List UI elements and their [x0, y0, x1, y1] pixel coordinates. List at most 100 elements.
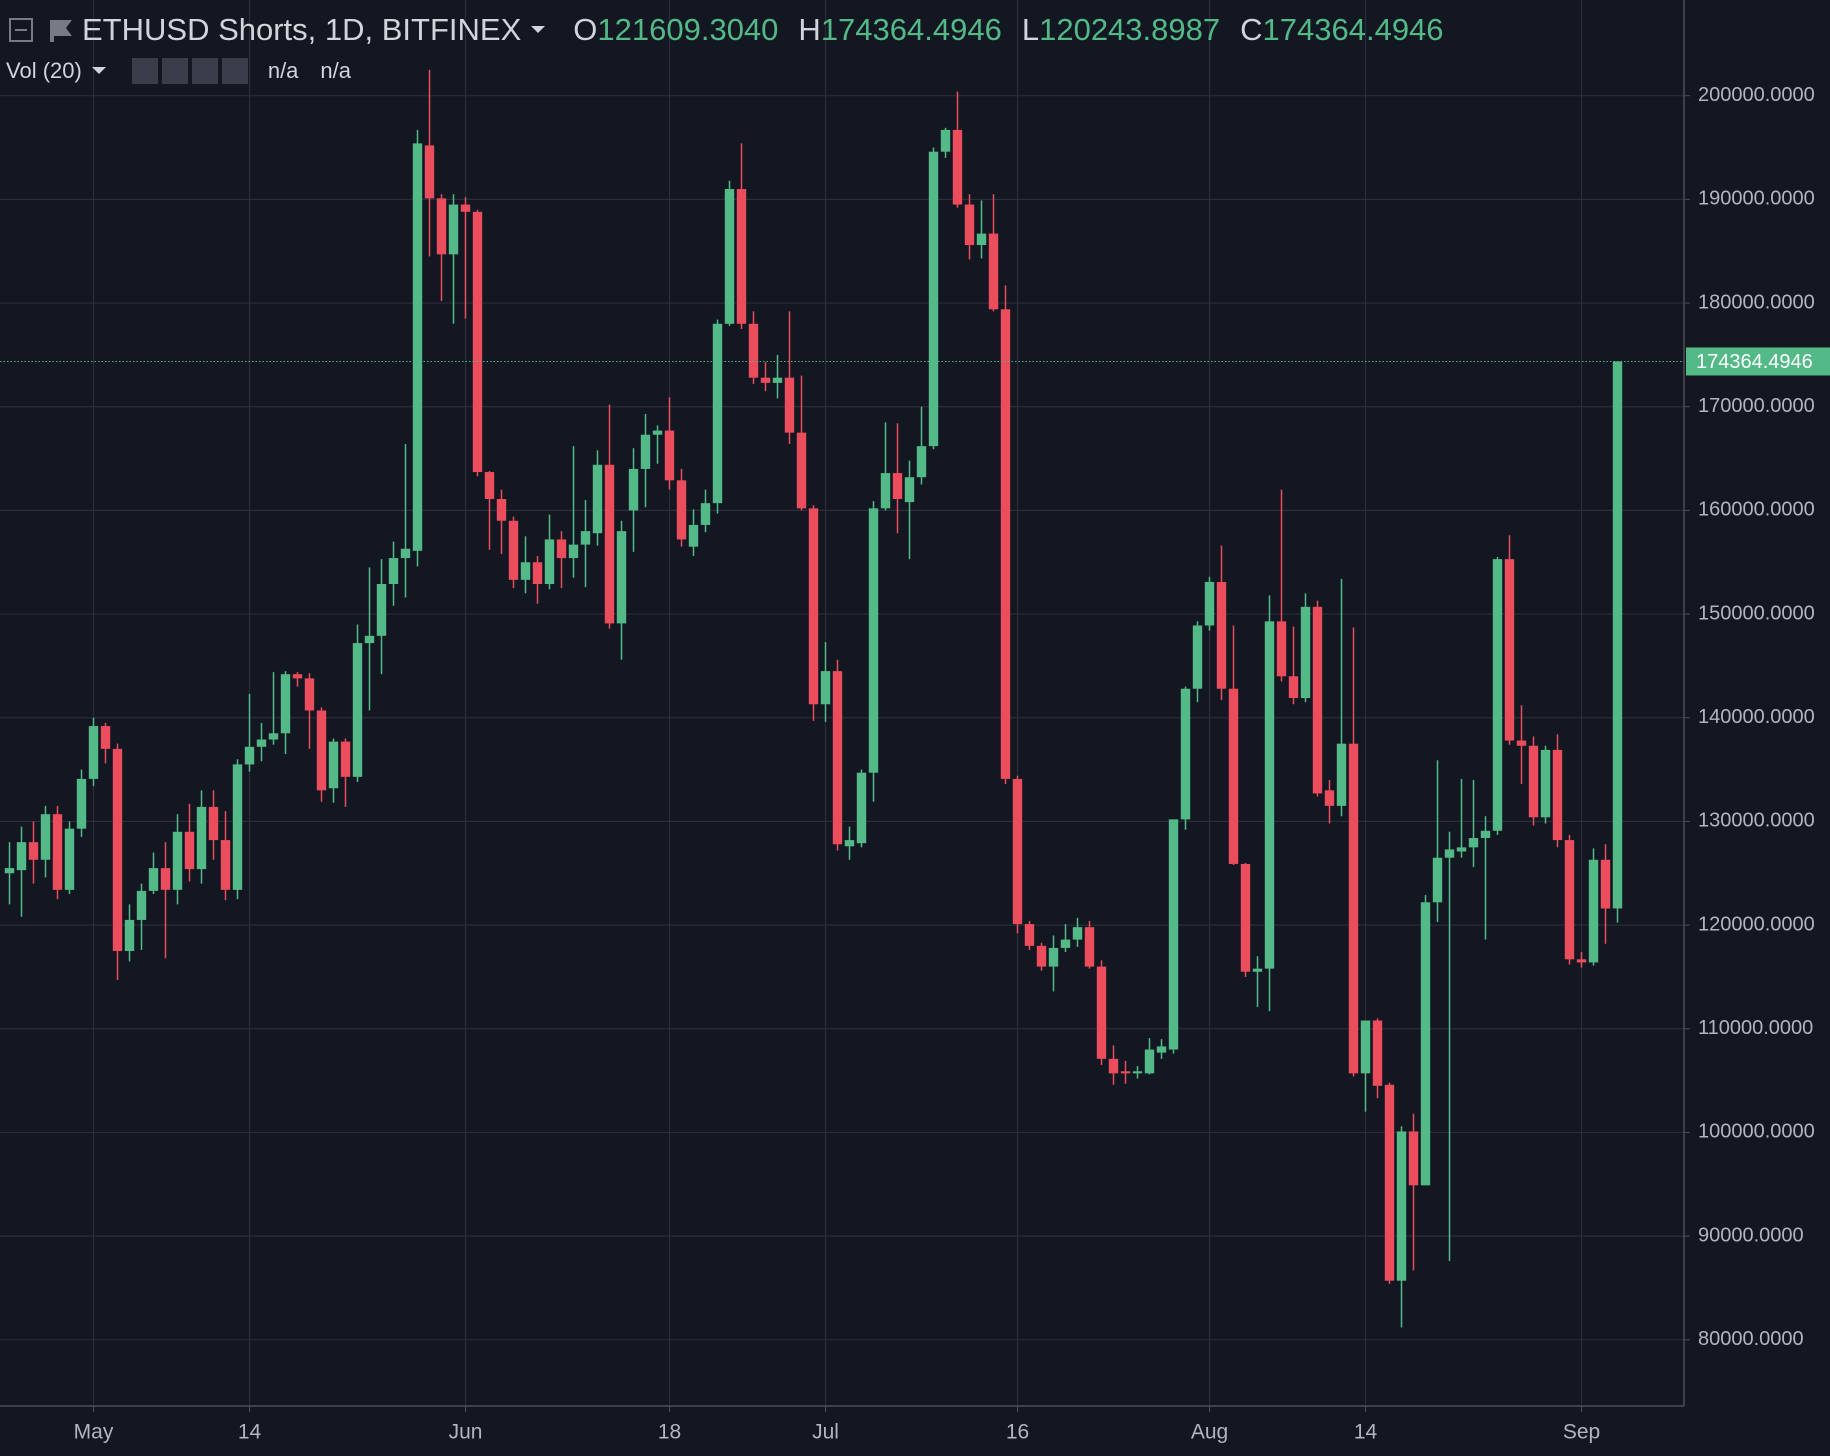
candle-body	[676, 480, 687, 540]
candle-body	[1096, 966, 1107, 1059]
candle-body	[580, 531, 591, 545]
candle-body	[1324, 790, 1335, 806]
candle-body	[172, 831, 183, 890]
candle-body	[16, 842, 27, 871]
candle-body	[688, 524, 699, 547]
candle-body	[28, 842, 39, 860]
ohlc-label: L	[1021, 12, 1040, 47]
candle-body	[892, 473, 903, 499]
y-tick-label: 160000.0000	[1698, 499, 1815, 521]
x-tick-label: May	[74, 1421, 114, 1444]
candle-body	[1372, 1020, 1383, 1086]
add-icon[interactable]	[191, 58, 218, 84]
candle-body	[556, 539, 567, 559]
y-tick-label: 180000.0000	[1698, 291, 1815, 313]
settings-icon[interactable]	[161, 58, 188, 84]
candle-body	[1492, 559, 1503, 831]
ohlc-value: 120243.8987	[1039, 12, 1221, 47]
candle-body	[148, 868, 159, 891]
candle-body	[796, 432, 807, 509]
candle-body	[160, 868, 171, 890]
ohlc-item: C174364.4946	[1240, 12, 1443, 48]
candle-body	[520, 562, 531, 580]
candle-body	[460, 204, 471, 212]
candle-body	[1240, 863, 1251, 972]
visibility-icon[interactable]	[131, 58, 158, 84]
x-tick-label: 14	[1354, 1421, 1378, 1444]
candle-body	[1468, 838, 1479, 848]
ohlc-label: O	[573, 12, 598, 47]
y-tick-label: 120000.0000	[1698, 913, 1815, 935]
candle-body	[100, 726, 111, 749]
candle-body	[616, 531, 627, 624]
y-tick-label: 200000.0000	[1698, 84, 1815, 106]
candle-body	[1588, 859, 1599, 963]
candle-body	[664, 430, 675, 481]
candle-body	[844, 840, 855, 847]
candle-body	[412, 143, 423, 551]
candle-body	[40, 814, 51, 860]
candle-body	[112, 748, 123, 952]
y-tick-label: 90000.0000	[1698, 1224, 1804, 1246]
candle-body	[1600, 859, 1611, 909]
candle-body	[508, 520, 519, 580]
y-tick-label: 100000.0000	[1698, 1121, 1815, 1143]
candle-body	[256, 739, 267, 747]
candle-body	[1540, 749, 1551, 818]
candle-body	[1564, 840, 1575, 960]
candle-body	[244, 746, 255, 765]
candle-body	[1036, 945, 1047, 967]
indicator-caret[interactable]	[88, 63, 112, 79]
candle-body	[1156, 1046, 1167, 1053]
x-tick-label: Sep	[1563, 1421, 1600, 1444]
candle-body	[1408, 1131, 1419, 1186]
candle-body	[448, 204, 459, 255]
symbol-title[interactable]: ETHUSD Shorts, 1D, BITFINEX	[82, 12, 522, 47]
candle-body	[952, 129, 963, 205]
candle-body	[196, 806, 207, 870]
candle-body	[1228, 688, 1239, 864]
candle-body	[1120, 1071, 1131, 1074]
candle-body	[532, 562, 543, 585]
collapse-icon[interactable]	[8, 15, 38, 45]
candle-body	[1576, 959, 1587, 963]
candle-body	[1528, 745, 1539, 818]
candle-body	[808, 508, 819, 705]
candle-body	[760, 377, 771, 383]
candle-body	[292, 674, 303, 679]
candle-body	[1264, 621, 1275, 969]
candle-body	[724, 189, 735, 324]
candle-body	[652, 430, 663, 435]
ohlc-value: 121609.3040	[597, 12, 779, 47]
candle-body	[136, 890, 147, 920]
candle-body	[748, 323, 759, 378]
candle-body	[232, 764, 243, 890]
candle-body	[1144, 1049, 1155, 1074]
candle-body	[880, 473, 891, 509]
candle-body	[1360, 1020, 1371, 1074]
candle-body	[484, 472, 495, 499]
candle-body	[400, 548, 411, 559]
candle-body	[388, 558, 399, 585]
candle-body	[736, 189, 747, 324]
indicator-name[interactable]: Vol (20)	[6, 58, 82, 83]
symbol-caret[interactable]	[527, 20, 551, 40]
y-tick-label: 150000.0000	[1698, 602, 1815, 624]
candle-body	[52, 814, 63, 890]
remove-icon[interactable]	[221, 58, 248, 84]
candle-body	[1060, 939, 1071, 948]
candle-body	[220, 840, 231, 890]
flag-icon[interactable]	[46, 15, 76, 45]
candle-body	[1024, 924, 1035, 946]
candle-body	[1000, 309, 1011, 779]
candle-body	[544, 539, 555, 585]
candle-body	[988, 233, 999, 310]
candle-body	[568, 544, 579, 559]
candle-body	[64, 828, 75, 890]
candle-body	[1072, 927, 1083, 940]
candle-body	[1552, 749, 1563, 841]
candle-body	[1300, 606, 1311, 699]
candle-body	[1384, 1084, 1395, 1281]
x-tick-label: 18	[658, 1421, 681, 1444]
